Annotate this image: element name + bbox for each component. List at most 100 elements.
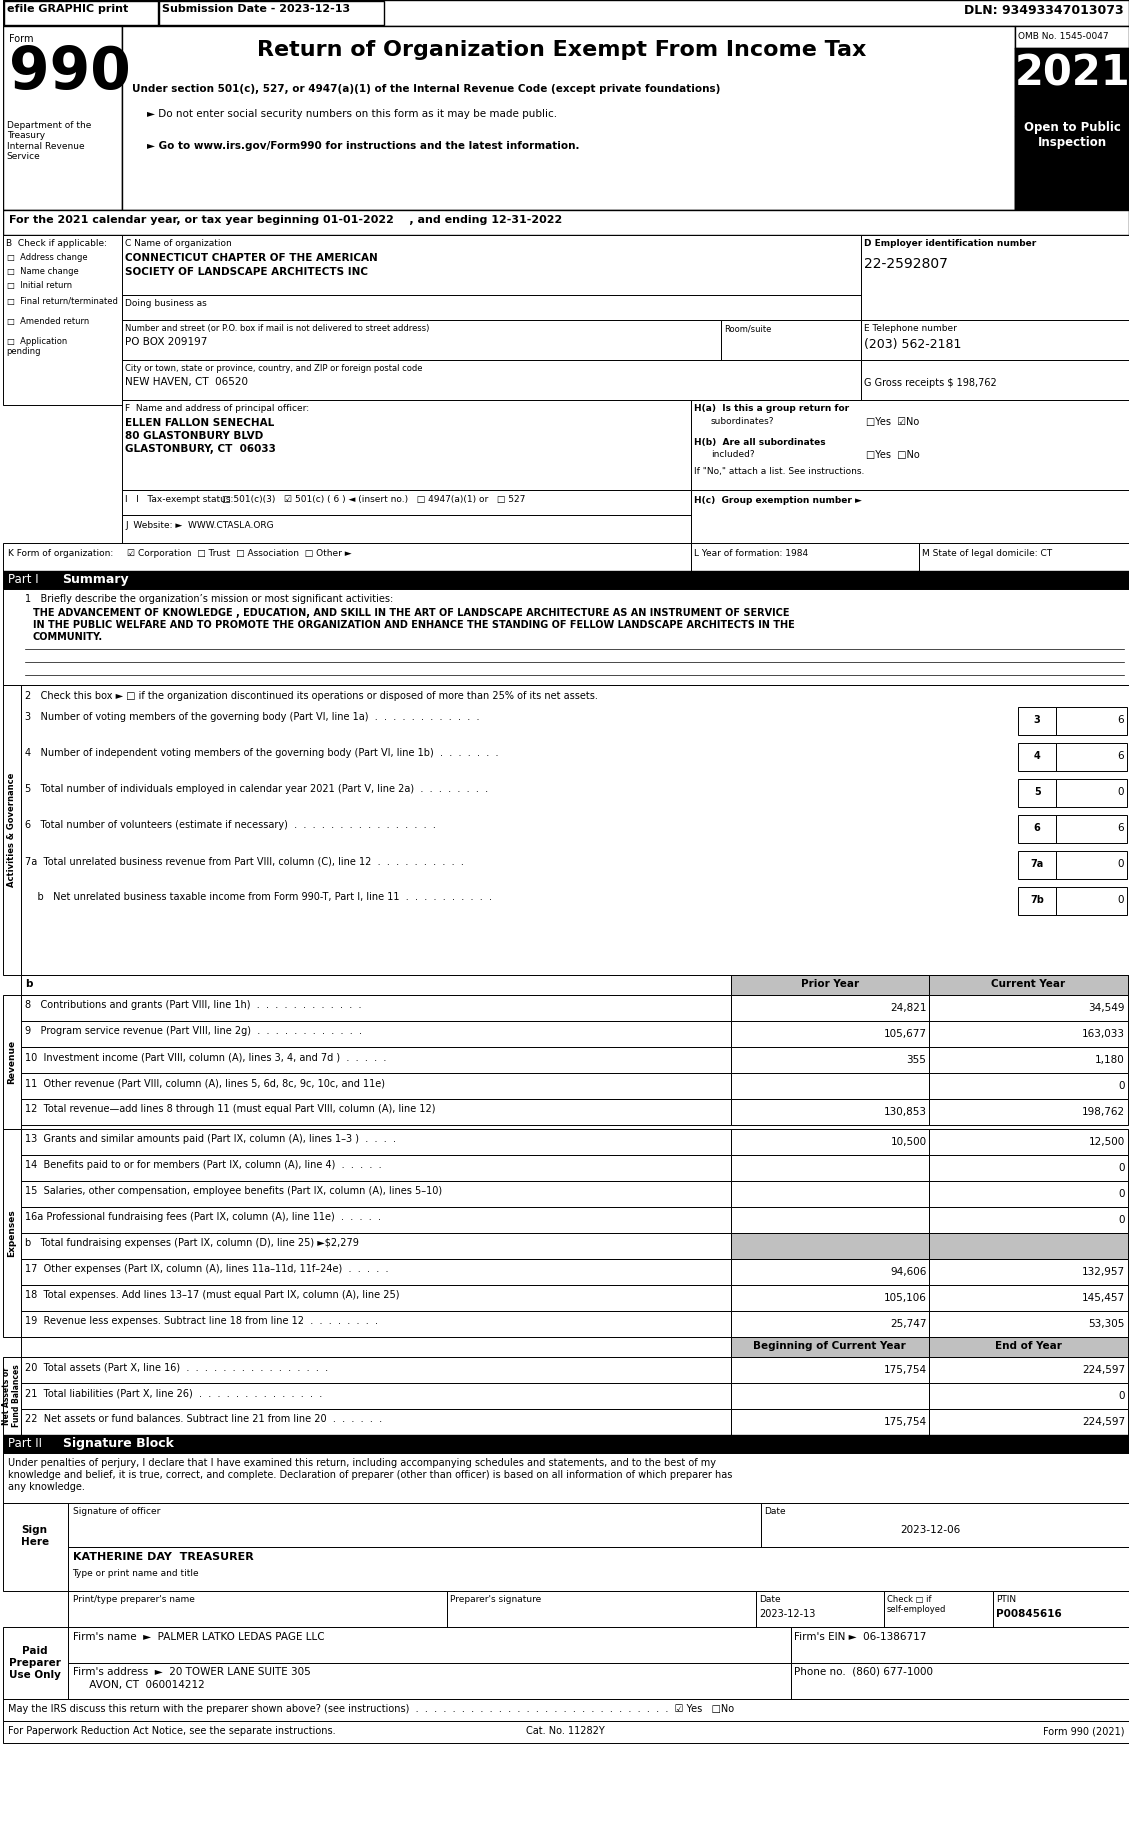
Bar — [860, 235, 1129, 320]
Text: For the 2021 calendar year, or tax year beginning 01-01-2022    , and ending 12-: For the 2021 calendar year, or tax year … — [9, 214, 562, 225]
Bar — [122, 360, 860, 399]
Bar — [2, 1626, 68, 1698]
Bar — [790, 1626, 1129, 1663]
Text: P00845616: P00845616 — [996, 1610, 1062, 1619]
Text: H(b)  Are all subordinates: H(b) Are all subordinates — [694, 438, 825, 447]
Bar — [860, 360, 1129, 399]
Text: 6: 6 — [1118, 750, 1124, 761]
Bar — [730, 976, 929, 994]
Text: CONNECTICUT CHAPTER OF THE AMERICAN: CONNECTICUT CHAPTER OF THE AMERICAN — [125, 253, 378, 262]
Text: □  Address change: □ Address change — [7, 253, 87, 262]
Text: b   Total fundraising expenses (Part IX, column (D), line 25) ►$2,279: b Total fundraising expenses (Part IX, c… — [25, 1238, 359, 1247]
Bar — [761, 1502, 1129, 1547]
Text: City or town, state or province, country, and ZIP or foreign postal code: City or town, state or province, country… — [125, 364, 423, 373]
Text: 0: 0 — [1119, 1081, 1124, 1090]
Text: Signature Block: Signature Block — [62, 1438, 174, 1451]
Bar — [1018, 708, 1056, 736]
Bar — [691, 399, 1129, 490]
Bar — [122, 235, 860, 296]
Text: □  Application
pending: □ Application pending — [7, 336, 67, 357]
Bar — [929, 1356, 1128, 1382]
Text: □  Final return/terminated: □ Final return/terminated — [7, 298, 117, 307]
Text: DLN: 93493347013073: DLN: 93493347013073 — [964, 4, 1124, 17]
Bar — [68, 1626, 790, 1663]
Text: any knowledge.: any knowledge. — [8, 1482, 85, 1491]
Text: □ 501(c)(3)   ☑ 501(c) ( 6 ) ◄ (insert no.)   □ 4947(a)(1) or   □ 527: □ 501(c)(3) ☑ 501(c) ( 6 ) ◄ (insert no.… — [222, 495, 526, 505]
Text: Beginning of Current Year: Beginning of Current Year — [753, 1342, 907, 1351]
Bar — [730, 1258, 929, 1284]
Text: 132,957: 132,957 — [1082, 1268, 1124, 1277]
Text: 8   Contributions and grants (Part VIII, line 1h)  .  .  .  .  .  .  .  .  .  . : 8 Contributions and grants (Part VIII, l… — [25, 1000, 361, 1011]
Text: Current Year: Current Year — [991, 979, 1066, 989]
Text: 10,500: 10,500 — [891, 1137, 927, 1148]
Bar — [2, 543, 691, 571]
Text: Print/type preparer's name: Print/type preparer's name — [72, 1595, 194, 1604]
Text: 0: 0 — [1118, 859, 1124, 869]
Text: NEW HAVEN, CT  06520: NEW HAVEN, CT 06520 — [125, 377, 248, 386]
Text: 94,606: 94,606 — [890, 1268, 927, 1277]
Text: 3: 3 — [1034, 715, 1041, 724]
Text: Activities & Governance: Activities & Governance — [7, 772, 16, 887]
Bar — [929, 1129, 1128, 1155]
Text: E Telephone number: E Telephone number — [864, 323, 956, 333]
Text: 11  Other revenue (Part VIII, column (A), lines 5, 6d, 8c, 9c, 10c, and 11e): 11 Other revenue (Part VIII, column (A),… — [25, 1077, 385, 1088]
Text: 6: 6 — [1118, 822, 1124, 833]
Text: PO BOX 209197: PO BOX 209197 — [125, 336, 208, 347]
Bar — [1015, 26, 1129, 211]
Text: 105,677: 105,677 — [884, 1029, 927, 1039]
Bar — [68, 1502, 761, 1547]
Text: 0: 0 — [1119, 1392, 1124, 1401]
Text: May the IRS discuss this return with the preparer shown above? (see instructions: May the IRS discuss this return with the… — [8, 1704, 734, 1713]
Text: 12  Total revenue—add lines 8 through 11 (must equal Part VIII, column (A), line: 12 Total revenue—add lines 8 through 11 … — [25, 1103, 435, 1114]
Text: Under penalties of perjury, I declare that I have examined this return, includin: Under penalties of perjury, I declare th… — [8, 1458, 716, 1467]
Text: 2   Check this box ► □ if the organization discontinued its operations or dispos: 2 Check this box ► □ if the organization… — [25, 691, 597, 700]
Text: SOCIETY OF LANDSCAPE ARCHITECTS INC: SOCIETY OF LANDSCAPE ARCHITECTS INC — [125, 266, 368, 277]
Text: b   Net unrelated business taxable income from Form 990-T, Part I, line 11  .  .: b Net unrelated business taxable income … — [25, 893, 491, 902]
Bar — [756, 1591, 884, 1626]
Text: 7a: 7a — [1031, 859, 1044, 869]
Text: 6   Total number of volunteers (estimate if necessary)  .  .  .  .  .  .  .  .  : 6 Total number of volunteers (estimate i… — [25, 821, 436, 830]
Bar — [122, 399, 691, 490]
Text: 25,747: 25,747 — [890, 1319, 927, 1329]
Text: 7b: 7b — [1031, 894, 1044, 906]
Bar — [730, 1048, 929, 1074]
Text: Net Assets or
Fund Balances: Net Assets or Fund Balances — [2, 1364, 21, 1427]
Text: Firm's address  ►  20 TOWER LANE SUITE 305: Firm's address ► 20 TOWER LANE SUITE 305 — [72, 1667, 310, 1676]
Bar — [20, 1382, 730, 1408]
Bar — [929, 1207, 1128, 1233]
Bar — [2, 1436, 1129, 1453]
Text: □  Initial return: □ Initial return — [7, 281, 72, 290]
Text: 21  Total liabilities (Part X, line 26)  .  .  .  .  .  .  .  .  .  .  .  .  .  : 21 Total liabilities (Part X, line 26) .… — [25, 1388, 322, 1397]
Text: ☑ Corporation  □ Trust  □ Association  □ Other ►: ☑ Corporation □ Trust □ Association □ Ot… — [128, 549, 352, 558]
Bar — [919, 543, 1129, 571]
Bar — [2, 0, 1129, 26]
Bar — [122, 26, 1015, 211]
Bar — [2, 1720, 1129, 1743]
Bar — [1018, 815, 1056, 843]
Bar — [884, 1591, 994, 1626]
Bar — [730, 1181, 929, 1207]
Text: K Form of organization:: K Form of organization: — [8, 549, 113, 558]
Text: IN THE PUBLIC WELFARE AND TO PROMOTE THE ORGANIZATION AND ENHANCE THE STANDING O: IN THE PUBLIC WELFARE AND TO PROMOTE THE… — [33, 619, 795, 630]
Text: 20  Total assets (Part X, line 16)  .  .  .  .  .  .  .  .  .  .  .  .  .  .  . : 20 Total assets (Part X, line 16) . . . … — [25, 1362, 327, 1371]
Text: 145,457: 145,457 — [1082, 1294, 1124, 1303]
Text: 16a Professional fundraising fees (Part IX, column (A), line 11e)  .  .  .  .  .: 16a Professional fundraising fees (Part … — [25, 1212, 380, 1222]
Bar — [730, 1310, 929, 1336]
Text: ELLEN FALLON SENECHAL: ELLEN FALLON SENECHAL — [125, 418, 274, 429]
Bar — [721, 320, 860, 360]
Text: Date: Date — [764, 1506, 786, 1515]
Text: Submission Date - 2023-12-13: Submission Date - 2023-12-13 — [163, 4, 350, 15]
Text: 3   Number of voting members of the governing body (Part VI, line 1a)  .  .  .  : 3 Number of voting members of the govern… — [25, 711, 479, 723]
Bar — [860, 320, 1129, 360]
Bar — [929, 1181, 1128, 1207]
Bar — [2, 571, 1129, 590]
Bar — [730, 1020, 929, 1048]
Bar — [68, 1547, 1129, 1591]
Text: 198,762: 198,762 — [1082, 1107, 1124, 1116]
Text: (203) 562-2181: (203) 562-2181 — [864, 338, 961, 351]
Bar — [1056, 815, 1127, 843]
Text: For Paperwork Reduction Act Notice, see the separate instructions.: For Paperwork Reduction Act Notice, see … — [8, 1726, 335, 1735]
Bar — [2, 1502, 68, 1591]
Bar — [790, 1663, 1129, 1698]
Text: 24,821: 24,821 — [890, 1003, 927, 1013]
